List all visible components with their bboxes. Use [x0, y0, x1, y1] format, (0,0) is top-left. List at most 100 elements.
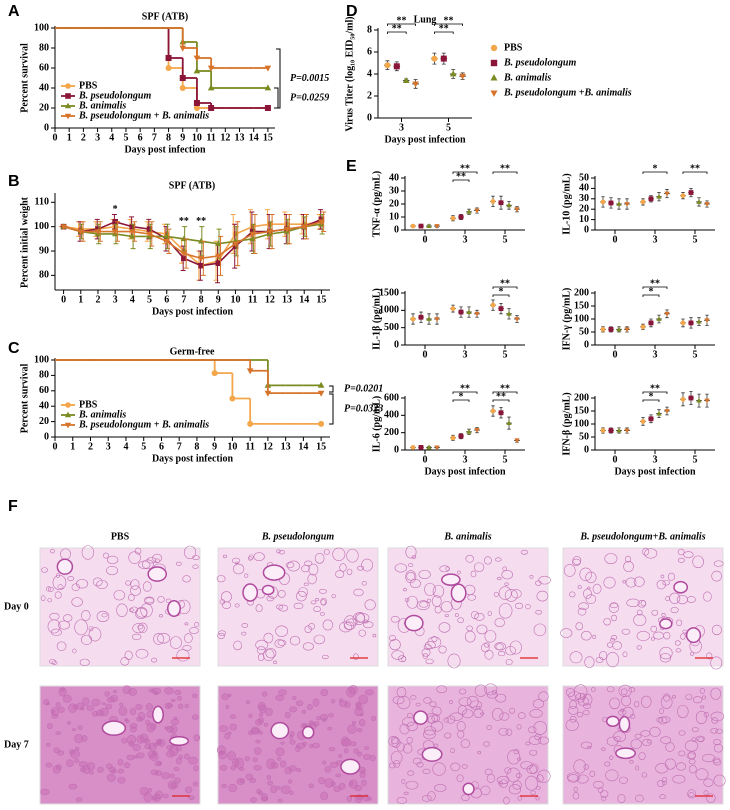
marker — [600, 327, 606, 332]
alveolus — [603, 617, 611, 626]
legend-label: B. pseudolongum + B. animalis — [78, 110, 209, 121]
significance-bracket — [452, 399, 470, 402]
alveolus — [255, 739, 261, 744]
alveolus — [70, 749, 80, 759]
alveolus — [327, 726, 333, 731]
alveolus — [586, 745, 592, 749]
weight-line — [63, 223, 322, 245]
alveolus — [497, 650, 506, 657]
alveolus — [483, 741, 491, 747]
y-tick-label: 40 — [39, 400, 49, 411]
alveolus — [173, 767, 180, 772]
alveolus — [563, 564, 576, 577]
marker — [664, 409, 670, 414]
airway — [270, 721, 290, 740]
alveolus — [67, 576, 75, 581]
marker — [656, 316, 662, 321]
alveolus — [88, 626, 94, 632]
alveolus — [322, 654, 329, 660]
airway — [242, 583, 259, 602]
marker — [402, 77, 410, 83]
alveolus — [407, 712, 413, 719]
alveolus — [360, 769, 366, 774]
chart-title: Germ-free — [170, 346, 215, 357]
alveolus — [389, 634, 396, 642]
alveolus — [132, 743, 141, 752]
alveolus — [128, 593, 135, 602]
alveolus — [361, 779, 367, 787]
significance-bracket — [642, 391, 668, 394]
alveolus — [136, 716, 144, 722]
alveolus — [604, 553, 618, 565]
alveolus — [508, 784, 522, 795]
alveolus — [579, 567, 592, 581]
alveolus — [577, 607, 587, 616]
x-tick-label: 5 — [503, 454, 508, 465]
alveolus — [319, 714, 329, 721]
x-tick-label: 12 — [265, 294, 275, 305]
alveolus — [154, 558, 160, 564]
marker — [514, 317, 520, 322]
marker — [449, 70, 457, 77]
alveolus — [255, 604, 263, 613]
legend-label: PBS — [504, 42, 523, 53]
y-tick-label: 8 — [367, 24, 372, 35]
marker — [490, 59, 498, 67]
alveolus — [617, 794, 626, 804]
alveolus — [146, 557, 157, 564]
alveolus — [449, 712, 463, 721]
alveolus — [72, 648, 77, 654]
alveolus — [662, 579, 670, 586]
alveolus — [330, 781, 336, 787]
alveolus — [101, 702, 106, 706]
alveolus — [165, 598, 172, 603]
histology-image — [387, 547, 549, 667]
alveolus — [660, 574, 665, 579]
x-tick-label: 3 — [653, 234, 658, 245]
alveolus — [192, 555, 200, 561]
marker — [640, 419, 646, 424]
alveolus — [147, 788, 153, 793]
marker — [664, 311, 670, 317]
significance-bracket — [492, 391, 518, 394]
alveolus — [467, 594, 477, 601]
x-tick-label: 14 — [298, 441, 308, 452]
x-tick-label: 13 — [281, 441, 291, 452]
alveolus — [157, 596, 165, 603]
alveolus — [506, 767, 521, 783]
alveolus — [134, 547, 142, 555]
alveolus — [40, 595, 46, 601]
x-tick-label: 11 — [248, 294, 257, 305]
alveolus — [501, 570, 514, 580]
alveolus — [340, 736, 350, 747]
alveolus — [595, 656, 604, 663]
alveolus — [295, 700, 304, 706]
significance-bracket — [492, 286, 518, 289]
alveolus — [710, 656, 723, 670]
alveolus — [173, 777, 181, 784]
alveolus — [81, 545, 95, 560]
alveolus — [650, 637, 655, 641]
marker — [498, 306, 504, 311]
marker — [95, 226, 101, 232]
alveolus — [47, 586, 54, 592]
marker — [418, 445, 424, 450]
significance: ** — [179, 216, 189, 227]
alveolus — [659, 708, 664, 714]
alveolus — [301, 741, 308, 746]
x-tick-label: 9 — [216, 294, 221, 305]
y-tick-label: 1000 — [379, 305, 399, 316]
alveolus — [74, 619, 88, 636]
alveolus — [153, 633, 165, 645]
alveolus — [256, 788, 262, 794]
alveolus — [170, 699, 176, 703]
x-axis-label: Days post infection — [424, 466, 506, 477]
alveolus — [331, 698, 336, 704]
alveolus — [410, 695, 417, 700]
alveolus — [628, 687, 636, 693]
alveolus — [184, 703, 189, 709]
alveolus — [536, 785, 541, 790]
alveolus — [353, 653, 359, 660]
alveolus — [689, 651, 694, 656]
alveolus — [711, 570, 722, 582]
